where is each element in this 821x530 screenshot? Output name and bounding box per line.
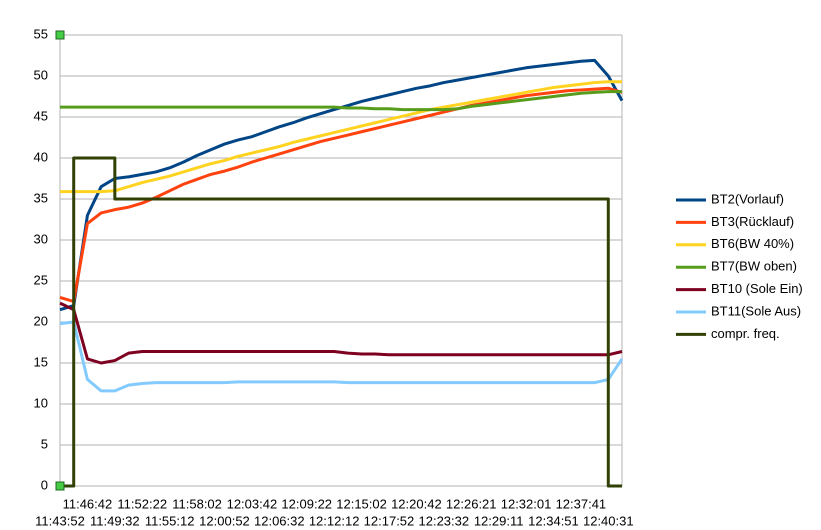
y-tick-label: 55 <box>34 26 48 41</box>
x-tick-label: 11:52:22 <box>117 496 167 511</box>
x-tick-label: 11:43:52 <box>35 513 85 528</box>
y-tick-label: 50 <box>34 67 48 82</box>
x-tick-label: 11:58:02 <box>172 496 222 511</box>
handle <box>55 481 65 491</box>
handle <box>55 30 65 40</box>
x-tick-label: 11:55:12 <box>145 513 195 528</box>
x-tick-label: 12:06:32 <box>254 513 305 528</box>
series-line <box>59 320 624 393</box>
legend-label: BT6(BW 40%) <box>711 236 794 251</box>
y-tick-label: 40 <box>34 149 48 164</box>
x-tick-label: 12:09:22 <box>281 496 332 511</box>
x-tick-label: 12:34:51 <box>528 513 579 528</box>
y-tick-label: 10 <box>34 395 48 410</box>
y-tick-label: 5 <box>41 436 48 451</box>
x-tick-label: 12:23:32 <box>419 513 470 528</box>
legend-label: BT11(Sole Aus) <box>711 303 801 318</box>
legend-label: BT10 (Sole Ein) <box>711 281 803 296</box>
x-tick-label: 12:29:11 <box>474 513 524 528</box>
x-tick-label: 12:15:02 <box>336 496 387 511</box>
legend-label: BT2(Vorlauf) <box>711 191 784 206</box>
y-tick-label: 25 <box>34 272 48 287</box>
x-tick-label: 12:00:52 <box>199 513 250 528</box>
x-tick-label: 11:49:32 <box>90 513 140 528</box>
legend-label: compr. freq. <box>711 326 780 341</box>
y-tick-label: 0 <box>41 477 48 492</box>
y-tick-label: 15 <box>34 354 48 369</box>
y-tick-label: 20 <box>34 313 48 328</box>
series-line <box>60 156 622 488</box>
y-tick-label: 30 <box>34 231 48 246</box>
series-line <box>60 90 622 112</box>
x-tick-label: 12:12:12 <box>309 513 360 528</box>
legend-label: BT3(Rücklauf) <box>711 214 794 229</box>
y-tick-label: 45 <box>34 108 48 123</box>
x-tick-label: 12:37:41 <box>556 496 607 511</box>
x-tick-label: 12:26:21 <box>446 496 497 511</box>
x-tick-label: 12:20:42 <box>391 496 442 511</box>
x-tick-label: 12:40:31 <box>583 513 634 528</box>
y-tick-label: 35 <box>34 190 48 205</box>
plot-area <box>60 35 622 486</box>
series-line <box>59 301 623 365</box>
series-line <box>60 80 622 194</box>
x-tick-label: 12:32:01 <box>501 496 552 511</box>
x-tick-label: 12:03:42 <box>227 496 278 511</box>
x-tick-label: 12:17:52 <box>364 513 415 528</box>
legend-label: BT7(BW oben) <box>711 259 797 274</box>
x-tick-label: 11:46:42 <box>63 496 113 511</box>
